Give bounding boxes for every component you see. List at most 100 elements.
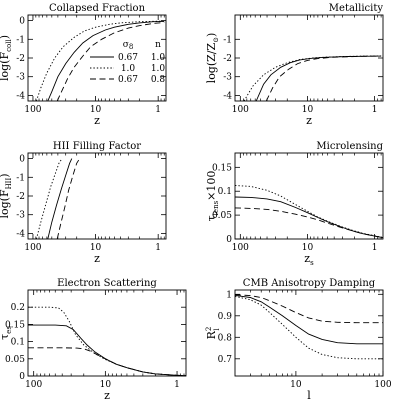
y-tick-label: -2 <box>16 192 25 202</box>
y-tick-label: 1 <box>226 290 232 300</box>
x-tick-label: 100 <box>232 105 249 115</box>
y-axis-label: log(Fcoll) <box>0 35 13 81</box>
y-tick-label: 0.1 <box>218 187 232 197</box>
x-axis-label: zs <box>304 252 314 267</box>
series-line-solid <box>235 196 383 239</box>
y-tick-label: -4 <box>16 91 25 101</box>
y-tick-label: -4 <box>16 229 25 239</box>
plot-frame <box>234 289 384 377</box>
y-tick-label: 0 <box>19 155 25 165</box>
x-tick-label: 10 <box>90 243 102 253</box>
y-axis-label: τes <box>0 326 13 340</box>
y-tick-label: 0.15 <box>212 163 232 173</box>
series-line-dashed <box>56 22 165 101</box>
y-tick-label: -3 <box>223 73 232 83</box>
x-axis-label: z <box>94 252 100 265</box>
chart-title: CMB Anisotropy Damping <box>243 278 376 289</box>
chart-title: Microlensing <box>316 141 383 152</box>
series-line-solid <box>47 158 73 239</box>
x-tick-label: 100 <box>24 105 41 115</box>
y-tick-label: -2 <box>16 54 25 64</box>
series-line-solid <box>28 324 186 376</box>
series-line-dashed <box>56 158 80 239</box>
chart-title: Metallicity <box>329 3 384 14</box>
legend-header-sigma: σ8 <box>123 40 134 51</box>
y-tick-label: 0 <box>226 235 232 245</box>
x-tick-label: 100 <box>25 380 42 390</box>
chart-panel-2: 100 10 1 -1 -2 -3 -4 Metallicity z log(Z/Z⊙) <box>205 3 384 127</box>
x-axis-label: l <box>307 389 311 402</box>
x-tick-label: 1 <box>372 105 378 115</box>
series-line-dotted <box>35 158 63 239</box>
chart-title: HII Filling Factor <box>53 141 141 152</box>
chart-title: Electron Scattering <box>57 278 157 289</box>
series-line-solid <box>235 294 383 345</box>
y-tick-label: 0.15 <box>5 320 25 330</box>
chart-panel-6: 10 100 0.7 0.8 0.9 1 CMB Anisotropy Damping l R2… <box>205 278 392 402</box>
x-axis-label: z <box>104 389 110 402</box>
y-tick-label: 0 <box>19 17 25 27</box>
legend-n: 0.8 <box>151 75 166 85</box>
plot-frame <box>27 14 167 102</box>
series-line-dashed <box>265 55 382 101</box>
series-line-dotted <box>243 55 382 101</box>
series-line-dashed <box>235 294 383 324</box>
series-line-dotted <box>28 306 186 376</box>
x-tick-label: 10 <box>90 105 102 115</box>
y-axis-label: τlens×100 <box>205 171 220 222</box>
series-line-dotted <box>235 185 383 239</box>
y-tick-label: -3 <box>16 211 25 221</box>
plot-frame <box>27 152 167 240</box>
y-tick-label: 0.7 <box>218 355 233 365</box>
chart-title: Collapsed Fraction <box>49 3 146 14</box>
y-tick-label: -1 <box>16 173 25 183</box>
y-tick-label: -1 <box>16 35 25 45</box>
y-tick-label: 0.1 <box>11 338 25 348</box>
x-tick-label: 1 <box>174 380 180 390</box>
series-line-dotted <box>35 20 165 101</box>
y-tick-label: 0.05 <box>212 211 232 221</box>
legend-header-n: n <box>155 40 161 50</box>
x-axis-label: z <box>306 114 312 127</box>
series-line-solid <box>255 55 382 101</box>
plot-frame <box>234 152 384 240</box>
y-tick-label: 0 <box>19 372 25 382</box>
y-tick-label: 0.2 <box>11 303 25 313</box>
x-tick-label: 1 <box>372 243 378 253</box>
x-tick-label: 10 <box>290 380 302 390</box>
series-line-dashed <box>28 347 186 376</box>
legend-sigma8: 0.67 <box>118 53 138 63</box>
y-tick-label: -3 <box>16 73 25 83</box>
series-line-solid <box>47 20 165 101</box>
legend-sigma8: 0.67 <box>118 75 138 85</box>
legend: σ8 n0.67 1.01.0 1.00.67 0.8 <box>90 40 165 85</box>
y-tick-label: 0.9 <box>218 312 233 322</box>
y-axis-label: log(FHII) <box>0 173 13 218</box>
y-tick-label: 0.8 <box>218 333 233 343</box>
x-tick-label: 100 <box>232 243 249 253</box>
x-tick-label: 100 <box>24 243 41 253</box>
x-axis-label: z <box>94 114 100 127</box>
x-tick-label: 1 <box>155 105 161 115</box>
y-axis-label: log(Z/Z⊙) <box>205 33 220 84</box>
x-tick-label: 10 <box>302 243 314 253</box>
legend-sigma8: 1.0 <box>121 64 136 74</box>
legend-n: 1.0 <box>151 64 166 74</box>
x-tick-label: 100 <box>374 380 391 390</box>
y-axis-label: R2l <box>205 327 221 340</box>
y-tick-label: -1 <box>223 35 232 45</box>
chart-panel-4: 100 10 100.050.10.15Microlensingzsτlens×10… <box>205 141 384 267</box>
series-line-dashed <box>235 207 383 239</box>
plot-frame <box>27 289 187 377</box>
series-line-dotted <box>235 295 383 360</box>
x-tick-label: 10 <box>100 380 112 390</box>
x-tick-label: 1 <box>155 243 161 253</box>
y-tick-label: -4 <box>223 91 232 101</box>
x-tick-label: 10 <box>302 105 314 115</box>
legend-n: 1.0 <box>151 53 166 63</box>
y-tick-label: 0.05 <box>5 355 25 365</box>
